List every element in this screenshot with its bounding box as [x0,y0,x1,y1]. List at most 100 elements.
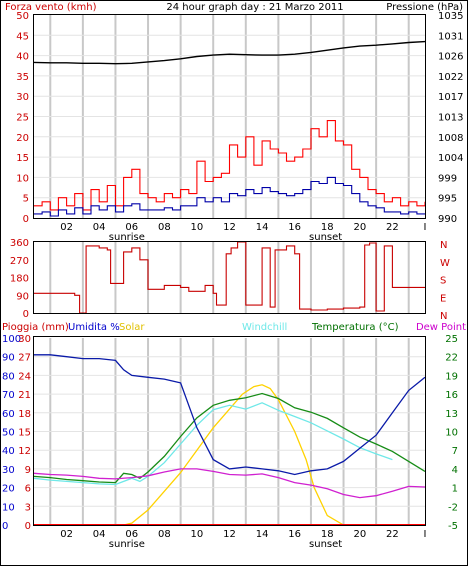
pressure-tick-label: 1017 [438,92,463,103]
wind-speed-tick-label: 35 [16,72,29,83]
wind-speed-tick-label: 5 [23,194,29,205]
hour-tick-label: 18 [321,222,334,233]
solar-line [34,384,425,526]
wind-speed-tick-label: 20 [16,133,29,144]
chart-title: 24 hour graph day : 21 Marzo 2011 [166,2,343,13]
wind-speed-tick-label: 15 [16,153,29,164]
windchill-line [33,402,393,486]
wind-pressure-series [33,40,426,217]
rain-tick-label: 12 [18,446,31,457]
degree-tick-label: 360 [10,238,29,249]
wind-speed-tick-label: 30 [16,92,29,103]
wind-average-line [34,176,425,217]
rain-tick-label: 9 [25,465,31,476]
temperature-tick-label: 19 [445,371,458,382]
hour-tick-label: 02 [60,222,73,233]
hour-tick-label: 10 [191,222,204,233]
wind-direction-series [34,241,425,314]
pressure-tick-label: 1026 [438,52,463,63]
pressure-axis-label: Pressione (hPa) [386,2,463,13]
hour-tick-label: 14 [256,222,269,233]
rain-tick-label: 24 [18,371,31,382]
windchill-legend-label: Windchill [242,322,287,333]
wind-pressure-plot-frame [33,14,426,219]
rain-tick-label: 0 [25,521,31,532]
hour-tick-label: 16 [288,529,301,540]
temperature-line [33,392,426,484]
sunset-marker: sunset [309,232,342,243]
temperature-ticks: -5 -2 1 4 7 10 13 16 19 22 25 [445,334,458,532]
humidity-percent-ticks: 0 10 20 30 40 50 60 70 80 90 100 [2,334,21,532]
degree-tick-label: 180 [10,274,29,285]
hour-tick-label: 06 [125,222,138,233]
pressure-tick-label: 1004 [438,153,463,164]
humidity-tick-label: 0 [2,521,8,532]
hour-tick-label: 12 [223,529,236,540]
temperature-legend-label: Temperatura (°C) [311,322,399,333]
pressure-tick-label: 1031 [438,31,463,42]
rain-tick-label: 18 [18,409,31,420]
pressure-tick-label: 990 [438,214,457,225]
rain-tick-label: 27 [18,353,31,364]
rain-tick-label: 6 [25,484,31,495]
temperature-tick-label: 1 [452,484,458,495]
wind-speed-tick-label: 40 [16,52,29,63]
temperature-tick-label: -2 [448,502,458,513]
hour-tick-label: 02 [60,529,73,540]
temperature-tick-label: 16 [445,390,458,401]
humidity-tick-label: 60 [2,409,15,420]
humidity-tick-label: 70 [2,390,15,401]
wind-speed-tick-label: 45 [16,31,29,42]
hour-tick-label: 04 [93,222,106,233]
degree-tick-label: 0 [23,309,29,320]
wind-speed-tick-label: 50 [16,11,29,22]
wind-gust-line [34,120,426,211]
hour-tick-label: 10 [191,529,204,540]
wind-speed-tick-label: 10 [16,173,29,184]
humidity-tick-label: 30 [2,465,15,476]
humidity-legend-label: Umidita % [68,322,120,333]
rain-legend-label: Pioggia (mm) [2,322,69,333]
rain-tick-label: 3 [25,502,31,513]
hour-tick-label: 08 [158,529,171,540]
humidity-tick-label: 80 [2,371,15,382]
climate-plot-frame [33,336,426,526]
temperature-tick-label: 7 [452,446,458,457]
hour-tick-label: 06 [125,529,138,540]
temperature-tick-label: -5 [448,521,458,532]
hour-tick-label: 22 [386,222,399,233]
pressure-tick-label: 999 [438,173,457,184]
wind-speed-ticks: 0 5 10 15 20 25 30 35 40 45 50 [16,11,29,225]
wind-speed-tick-label: 25 [16,113,29,124]
compass-tick-label: S [440,276,446,287]
degree-tick-label: 270 [10,256,29,267]
temperature-tick-label: 10 [445,428,458,439]
pressure-tick-label: 1035 [438,11,463,22]
hour-tick-label: 16 [288,222,301,233]
wind-direction-degree-ticks: 0 90 180 270 360 [10,238,29,320]
pressure-ticks: 990 995 999 1004 1008 1013 1017 1022 1026 1031 103… [438,11,463,225]
pressure-tick-label: 1008 [438,133,463,144]
hour-tick-label: 12 [223,222,236,233]
hour-tick-label: 22 [386,529,399,540]
solar-legend-label: Solar [119,322,145,333]
pressure-tick-label: 995 [438,194,457,205]
pressure-line [33,40,426,65]
hour-tick-label: I [424,222,427,233]
compass-tick-label: N [440,311,447,322]
humidity-tick-label: 10 [2,502,15,513]
rain-mm-ticks: 0 3 6 9 12 15 18 21 24 27 30 [18,334,31,532]
degree-tick-label: 90 [16,291,29,302]
humidity-tick-label: 100 [2,334,21,345]
compass-tick-label: W [440,258,450,269]
wind-direction-plot-frame [33,241,426,314]
rain-tick-label: 30 [18,334,31,345]
humidity-tick-label: 50 [2,428,15,439]
wind-direction-line [34,241,425,314]
wind-speed-tick-label: 0 [23,214,29,225]
sunrise-marker: sunrise [109,232,145,243]
